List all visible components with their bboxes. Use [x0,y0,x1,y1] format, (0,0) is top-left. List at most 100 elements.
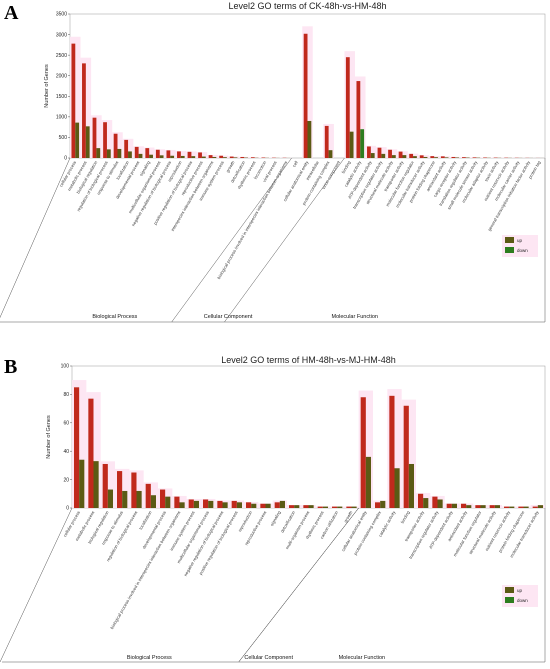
bar-up [430,156,435,158]
bar-down [208,500,214,508]
bar-up [532,506,538,508]
y-tick-label: 1500 [56,94,67,100]
bar-up [145,148,150,158]
bar-up [188,499,194,508]
bar-up [377,147,382,158]
bar-up [203,499,209,508]
legend-up-label: up [517,588,523,593]
bar-down [322,506,328,508]
bar-up [260,503,266,508]
bar-up [472,157,477,158]
y-axis-label: Number of Genes [46,415,52,459]
bar-down [394,468,400,508]
bar-highlight [196,152,208,158]
bar-down [170,155,175,158]
bar-up [219,155,224,158]
panel-letter-a: A [4,2,19,24]
bar-down [165,496,171,508]
bar-up [403,405,409,508]
bar-up [518,506,524,508]
bar-down [136,490,142,508]
x-category-label: molecular transducer activity [509,509,540,558]
y-axis-label: Number of Genes [44,64,50,108]
legend-up-swatch [505,587,514,593]
x-category-label: cell [291,160,299,168]
chart-a: Level2 GO terms of CK-48h-vs-HM-48h 0 500 1… [0,1,546,323]
bar-down [349,131,354,158]
bar-up [103,122,107,158]
bar-down [480,505,486,508]
x-category-label: cellular anatomical entity [340,509,368,552]
group-label: Biological Process [127,655,172,661]
bar-down [413,156,417,158]
bar-highlight [344,51,355,158]
x-category-label: structural molecule activity [468,509,497,555]
x-category-label: binding [341,159,352,174]
bar-up [303,33,308,158]
bar-up [356,81,361,158]
bar-up [208,155,213,158]
y-tick-label: 1000 [56,115,67,121]
x-category-label: biological process involved in interspec… [109,510,181,630]
bar-down [191,156,196,158]
bar-down [423,156,428,158]
group-label: Cellular Component [244,655,293,661]
legend-up-swatch [505,237,514,243]
bar-down [122,490,128,508]
bar-up [229,156,234,158]
bar-down [351,506,357,508]
y-tick-label: 2500 [56,53,67,59]
bar-down [128,151,132,158]
bar-down [85,126,90,158]
bar-up [102,463,108,508]
bar-down [365,456,371,508]
bar-down [437,499,443,508]
bar-up [217,500,223,508]
bar-up [451,156,456,158]
bar-down [451,503,457,508]
group-separator [0,507,73,663]
bar-down [434,157,438,158]
chart-title: Level2 GO terms of CK-48h-vs-HM-48h [228,1,386,11]
bar-up [88,398,94,508]
bar-up [71,43,76,158]
bar-up [250,157,255,158]
bar-highlight [323,123,334,158]
bar-up [475,505,481,508]
bar-up [388,149,392,158]
panel-letter-b: B [4,356,18,378]
bar-up [160,489,166,508]
bar-down [328,150,333,158]
y-tick-label: 3000 [56,32,67,38]
bar-down [180,155,185,158]
bar-down [107,489,113,508]
bar-down [509,506,515,508]
bar-up [198,152,202,158]
x-category-label: protein folding chaperone [497,509,525,553]
bar-down [370,153,375,158]
bar-down [381,153,386,158]
y-tick-label: 40 [63,449,69,455]
y-tick-label: 500 [59,135,68,141]
group-label: Molecular Function [339,655,385,661]
bar-up [231,500,237,508]
bar-down [423,498,429,508]
bar-up [82,63,86,158]
bar-up [177,151,181,158]
bar-up [134,146,139,158]
x-category-label: growth [343,509,354,523]
group-label: Cellular Component [204,314,253,320]
y-tick-label: 3500 [56,12,67,18]
x-category-label: binding [400,509,411,524]
bar-down [159,155,164,158]
bar-down [279,500,285,508]
bar-down [93,461,99,508]
chart-b: Level2 GO terms of HM-48h-vs-MJ-HM-48h 0 2… [0,355,546,663]
bar-down [201,156,206,158]
bar-down [360,129,365,158]
bar-up [504,506,510,508]
bar-up [461,503,467,508]
legend-up-label: up [517,238,523,243]
bar-up [166,150,171,158]
bar-up [113,133,118,158]
